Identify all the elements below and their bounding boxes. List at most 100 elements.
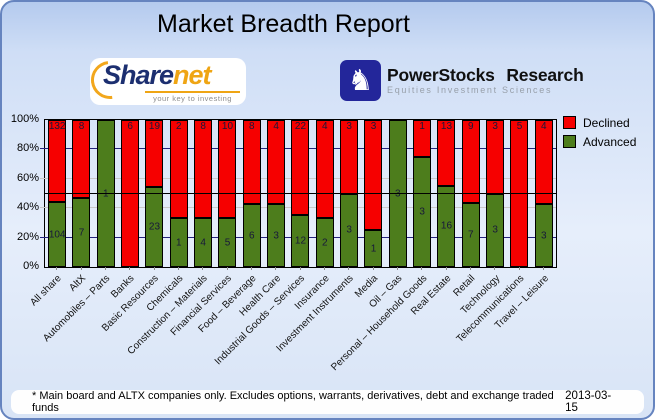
- declined-segment: [169, 120, 188, 218]
- advanced-segment: [413, 156, 432, 267]
- bar-automobiles-parts: 1: [94, 120, 118, 267]
- declined-value-label: 1: [419, 121, 425, 132]
- advanced-segment: [145, 186, 164, 267]
- advanced-value-label: 23: [148, 221, 161, 233]
- advanced-value-label: 12: [294, 235, 307, 247]
- bar-stack-banks: 6: [121, 120, 140, 267]
- powerstocks-text: PowerStocks Research Equities Investment…: [387, 64, 584, 96]
- bar-stack-automobiles-parts: 1: [96, 120, 115, 267]
- sharenet-wordmark: Sharenet: [103, 60, 212, 90]
- advanced-value-label: 7: [78, 227, 85, 239]
- advanced-segment: [364, 230, 383, 267]
- sharenet-word-share: Share: [103, 60, 174, 90]
- advanced-segment: [194, 218, 213, 267]
- x-tick: [494, 267, 496, 270]
- y-tick-100: 100%: [10, 113, 39, 125]
- x-tick: [469, 267, 471, 270]
- advanced-value-label: 3: [346, 224, 352, 236]
- y-tick-80: 80%: [16, 142, 39, 155]
- y-tick-40: 40%: [16, 201, 39, 214]
- y-tick-0: 0%: [23, 260, 39, 272]
- advanced-segment: [315, 218, 334, 267]
- x-axis-ticks: [44, 267, 555, 271]
- legend-item-declined: Declined: [563, 113, 636, 132]
- x-tick: [372, 267, 374, 270]
- declined-segment: [145, 120, 164, 187]
- bar-stack-industrial-goods-services: 22 12: [291, 120, 310, 267]
- chess-knight-icon: ♞: [347, 63, 374, 97]
- declined-segment: [194, 120, 213, 218]
- x-tick: [396, 267, 398, 270]
- advanced-segment: [486, 193, 505, 267]
- y-axis: 0% 20% 40% 60% 80% 100%: [2, 113, 39, 272]
- legend-item-advanced: Advanced: [563, 132, 636, 151]
- x-tick: [323, 267, 325, 270]
- x-tick: [250, 267, 252, 270]
- declined-segment: [72, 120, 91, 199]
- x-label-text: All share: [28, 273, 64, 309]
- advanced-segment: [72, 198, 91, 267]
- x-tick: [226, 267, 228, 270]
- advanced-value-label: 104: [48, 229, 66, 241]
- declined-segment: [48, 120, 67, 203]
- plot-area: 132 104 8 7 1 6 19 23 2 1 8 4 10 5 8 6 4 3 22 12 4 2 3 3 3 1 3 1 3 13…: [40, 119, 557, 268]
- x-tick: [129, 267, 131, 270]
- declined-value-label: 132: [48, 121, 66, 132]
- x-axis-labels: All share AltX Automobiles – Parts Banks Bas…: [29, 273, 555, 393]
- bar-real-estate: 13 16: [434, 120, 458, 267]
- reference-line-50: [45, 192, 556, 194]
- bar-stack-all-share: 132 104: [48, 120, 67, 267]
- footer-note: * Main board and ALTX companies only. Ex…: [32, 390, 554, 414]
- powerstocks-name: PowerStocks Research: [387, 64, 584, 85]
- declined-value-label: 6: [127, 121, 133, 132]
- advanced-value-label: 1: [103, 188, 109, 199]
- legend-label-advanced: Advanced: [583, 134, 637, 149]
- x-tick: [80, 267, 82, 270]
- declined-value-label: 4: [322, 121, 328, 132]
- advanced-segment: [267, 204, 286, 267]
- advanced-value-label: 3: [395, 188, 401, 199]
- advanced-segment: [48, 202, 67, 267]
- powerstocks-logo: ♞ PowerStocks Research Equities Investme…: [340, 59, 584, 102]
- x-tick: [348, 267, 350, 270]
- declined-value-label: 3: [492, 121, 498, 132]
- advanced-value-label: 5: [224, 237, 231, 248]
- advanced-value-label: 3: [273, 230, 279, 241]
- advanced-segment: [218, 218, 237, 267]
- powerstocks-knight-box: ♞: [340, 60, 381, 101]
- x-tick: [542, 267, 544, 270]
- advanced-segment: [291, 215, 310, 267]
- y-tick-60: 60%: [16, 171, 39, 184]
- declined-segment: [437, 120, 456, 186]
- declined-value-label: 10: [221, 121, 234, 132]
- declined-value-label: 2: [176, 121, 182, 132]
- x-tick: [202, 267, 204, 270]
- declined-segment: [461, 120, 480, 203]
- declined-segment: [413, 120, 432, 157]
- advanced-value-label: 1: [176, 237, 182, 248]
- bar-stack-telecommunications: 5: [510, 120, 529, 267]
- advanced-value-label: 2: [322, 237, 328, 248]
- x-tick: [421, 267, 423, 270]
- bar-stack-oil-gas: 3: [388, 120, 407, 267]
- declined-value-label: 3: [370, 121, 377, 132]
